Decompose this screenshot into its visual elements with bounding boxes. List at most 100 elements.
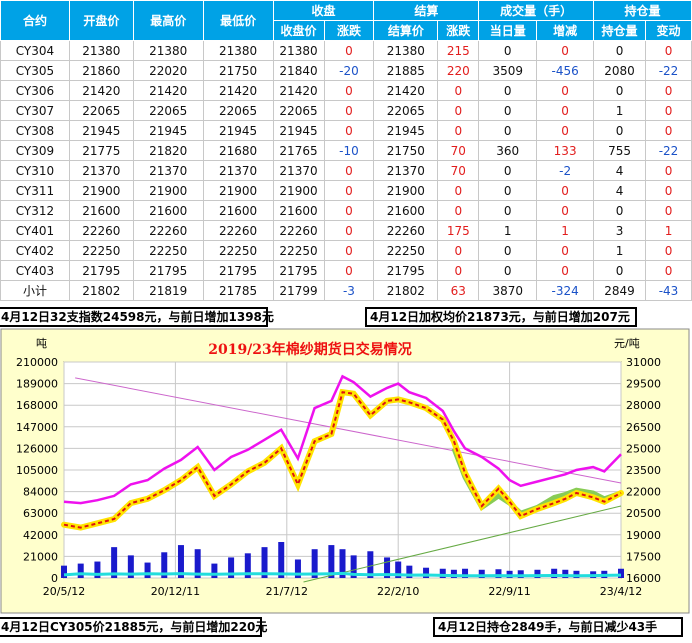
volume-bar <box>350 555 357 578</box>
cell-oi: 755 <box>593 140 647 161</box>
cell-contract: CY402 <box>0 240 70 261</box>
header-volume-group: 成交量（手） <box>478 0 595 21</box>
volume-bar <box>228 557 235 578</box>
cell-high: 22020 <box>132 60 204 81</box>
y-tick-right: 28000 <box>626 399 661 412</box>
cell-low: 21370 <box>202 160 274 181</box>
cell-oi: 0 <box>593 260 647 281</box>
cell-oi-chg: 0 <box>645 100 692 121</box>
cell-vol-chg: -2 <box>536 160 595 181</box>
volume-bar <box>339 549 346 578</box>
cell-oi-chg: 0 <box>645 160 692 181</box>
cell-contract: CY311 <box>0 180 70 201</box>
cell-high: 22065 <box>132 100 204 121</box>
table-row: CY401 22260 22260 22260 22260 0 22260 175 1 1 3 1 <box>0 220 692 241</box>
cell-settle-chg: 220 <box>437 60 480 81</box>
cell-high: 21600 <box>132 200 204 221</box>
cell-close-chg: 0 <box>323 240 375 261</box>
weighted-line <box>63 391 622 529</box>
y-tick-right: 25000 <box>626 442 661 455</box>
cell-oi: 1 <box>593 240 647 261</box>
x-tick: 21/7/12 <box>266 585 308 598</box>
trend-line-index <box>75 377 622 484</box>
volume-bar <box>211 563 218 578</box>
cell-low: 22250 <box>202 240 274 261</box>
cell-contract: CY307 <box>0 100 70 121</box>
y-tick-right: 19000 <box>626 529 661 542</box>
volume-bar <box>278 542 285 578</box>
y-tick-left: 0 <box>51 572 58 585</box>
cell-low: 21680 <box>202 140 274 161</box>
y-tick-left: 126000 <box>16 442 58 455</box>
oi-line <box>63 571 622 578</box>
cell-vol-chg: 0 <box>536 260 595 281</box>
y-label-right: 元/吨 <box>614 337 640 350</box>
volume-bar <box>194 549 201 578</box>
cell-high: 21370 <box>132 160 204 181</box>
cell-oi-chg: -43 <box>645 280 692 301</box>
header-open: 开盘价 <box>68 0 134 41</box>
cell-vol-chg: 0 <box>536 80 595 101</box>
table-row: CY403 21795 21795 21795 21795 0 21795 0 0 0 0 0 <box>0 260 692 281</box>
cell-settle: 22260 <box>373 220 439 241</box>
cell-high: 21420 <box>132 80 204 101</box>
volume-bar <box>261 547 268 578</box>
cell-open: 21860 <box>68 60 134 81</box>
y-tick-left: 105000 <box>16 464 58 477</box>
y-tick-right: 17500 <box>626 550 661 563</box>
cell-open: 21900 <box>68 180 134 201</box>
y-tick-left: 63000 <box>23 507 58 520</box>
cell-close-chg: 0 <box>323 160 375 181</box>
volume-bar <box>94 561 101 578</box>
cell-settle: 21600 <box>373 200 439 221</box>
y-tick-right: 22000 <box>626 486 661 499</box>
cell-settle-chg: 175 <box>437 220 480 241</box>
volume-bar <box>61 565 67 578</box>
cell-contract: CY304 <box>0 40 70 61</box>
cell-open: 21370 <box>68 160 134 181</box>
header-high: 最高价 <box>132 0 204 41</box>
cell-contract: CY305 <box>0 60 70 81</box>
cell-vol-chg: 0 <box>536 240 595 261</box>
x-tick: 20/12/11 <box>151 585 200 598</box>
table-row: CY306 21420 21420 21420 21420 0 21420 0 0 0 0 0 <box>0 80 692 101</box>
cell-settle-chg: 63 <box>437 280 480 301</box>
cell-close-chg: 0 <box>323 200 375 221</box>
cell-open: 22250 <box>68 240 134 261</box>
y-tick-left: 189000 <box>16 378 58 391</box>
cell-volume: 0 <box>478 240 538 261</box>
subheader-vol-chg: 增减 <box>536 20 595 41</box>
cell-close-chg: 0 <box>323 260 375 281</box>
header-close-group: 收盘 <box>272 0 375 21</box>
cell-vol-chg: -324 <box>536 280 595 301</box>
cell-open: 21775 <box>68 140 134 161</box>
cell-volume: 3870 <box>478 280 538 301</box>
cell-vol-chg: 1 <box>536 220 595 241</box>
cell-settle: 21945 <box>373 120 439 141</box>
table-row: CY311 21900 21900 21900 21900 0 21900 0 0 0 4 0 <box>0 180 692 201</box>
cell-low: 22260 <box>202 220 274 241</box>
cell-settle: 21885 <box>373 60 439 81</box>
volume-bar <box>367 551 374 578</box>
cell-high: 21945 <box>132 120 204 141</box>
cell-high: 22250 <box>132 240 204 261</box>
cell-contract: CY312 <box>0 200 70 221</box>
cell-vol-chg: 0 <box>536 180 595 201</box>
cell-close: 21799 <box>272 280 325 301</box>
cell-settle: 21802 <box>373 280 439 301</box>
cell-contract: CY306 <box>0 80 70 101</box>
cell-open: 21802 <box>68 280 134 301</box>
y-tick-right: 20500 <box>626 507 661 520</box>
subheader-settle: 结算价 <box>373 20 439 41</box>
cell-contract: CY308 <box>0 120 70 141</box>
cell-oi-chg: -22 <box>645 140 692 161</box>
header-low: 最低价 <box>202 0 274 41</box>
oi-note: 4月12日持仓2849手，与前日减少43手 <box>433 617 683 637</box>
cell-close: 21765 <box>272 140 325 161</box>
cell-oi: 2849 <box>593 280 647 301</box>
cell-oi-chg: 0 <box>645 180 692 201</box>
cell-low: 21795 <box>202 260 274 281</box>
cell-settle: 22250 <box>373 240 439 261</box>
cell-close: 21600 <box>272 200 325 221</box>
